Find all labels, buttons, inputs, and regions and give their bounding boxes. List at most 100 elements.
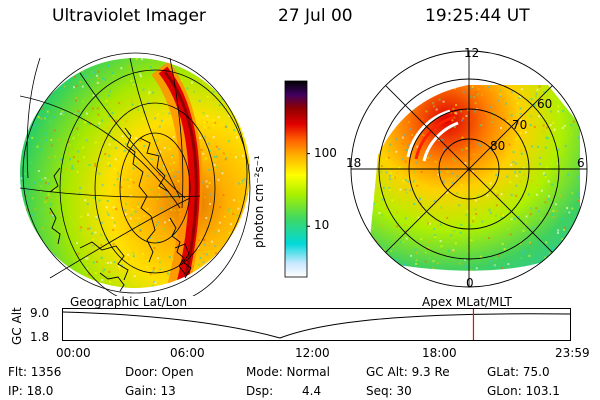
speckle-pixel bbox=[34, 208, 37, 211]
speckle-pixel bbox=[570, 124, 573, 127]
speckle-pixel bbox=[389, 143, 392, 146]
speckle-pixel bbox=[426, 64, 428, 66]
speckle-pixel bbox=[514, 205, 516, 208]
speckle-pixel bbox=[501, 267, 504, 269]
speckle-pixel bbox=[469, 170, 472, 172]
speckle-pixel bbox=[94, 162, 97, 165]
speckle-pixel bbox=[345, 274, 347, 276]
speckle-pixel bbox=[184, 292, 186, 294]
speckle-pixel bbox=[592, 177, 594, 179]
speckle-pixel bbox=[499, 89, 502, 92]
speckle-pixel bbox=[494, 269, 496, 271]
speckle-pixel bbox=[222, 152, 225, 155]
track-x-tick-3: 18:00 bbox=[422, 346, 457, 360]
speckle-pixel bbox=[547, 294, 549, 295]
speckle-pixel bbox=[170, 156, 173, 159]
speckle-pixel bbox=[237, 61, 240, 64]
speckle-pixel bbox=[111, 112, 114, 115]
speckle-pixel bbox=[39, 67, 42, 70]
speckle-pixel bbox=[372, 197, 375, 200]
speckle-pixel bbox=[389, 172, 392, 175]
speckle-pixel bbox=[88, 164, 91, 166]
speckle-pixel bbox=[547, 59, 549, 61]
speckle-pixel bbox=[368, 125, 369, 128]
speckle-pixel bbox=[57, 230, 60, 233]
speckle-pixel bbox=[465, 265, 467, 268]
speckle-pixel bbox=[404, 188, 407, 191]
speckle-pixel bbox=[534, 104, 536, 107]
speckle-pixel bbox=[438, 58, 440, 60]
speckle-pixel bbox=[433, 199, 436, 202]
speckle-pixel bbox=[102, 270, 105, 273]
speckle-pixel bbox=[490, 106, 493, 109]
speckle-pixel bbox=[246, 277, 249, 280]
speckle-pixel bbox=[419, 198, 422, 201]
speckle-pixel bbox=[249, 171, 250, 174]
speckle-pixel bbox=[375, 100, 378, 103]
speckle-pixel bbox=[107, 213, 110, 216]
speckle-pixel bbox=[495, 174, 498, 177]
speckle-pixel bbox=[216, 155, 218, 158]
speckle-pixel bbox=[594, 74, 596, 76]
speckle-pixel bbox=[137, 202, 139, 205]
speckle-pixel bbox=[97, 77, 100, 80]
speckle-pixel bbox=[509, 106, 512, 109]
speckle-pixel bbox=[568, 76, 570, 78]
speckle-pixel bbox=[52, 226, 55, 229]
speckle-pixel bbox=[219, 74, 222, 77]
speckle-pixel bbox=[226, 277, 229, 280]
speckle-pixel bbox=[21, 236, 24, 239]
speckle-pixel bbox=[188, 60, 191, 63]
speckle-pixel bbox=[551, 68, 553, 70]
speckle-pixel bbox=[452, 249, 455, 252]
speckle-pixel bbox=[437, 170, 439, 173]
speckle-pixel bbox=[480, 124, 483, 126]
speckle-pixel bbox=[405, 149, 408, 151]
speckle-pixel bbox=[461, 119, 464, 122]
speckle-pixel bbox=[482, 71, 484, 73]
speckle-pixel bbox=[454, 112, 457, 114]
speckle-pixel bbox=[158, 174, 160, 176]
speckle-pixel bbox=[372, 64, 374, 66]
speckle-pixel bbox=[152, 270, 155, 273]
speckle-pixel bbox=[163, 49, 165, 51]
speckle-pixel bbox=[204, 61, 207, 64]
speckle-pixel bbox=[31, 136, 34, 139]
speckle-pixel bbox=[597, 95, 598, 97]
speckle-pixel bbox=[196, 63, 198, 66]
speckle-pixel bbox=[510, 193, 513, 196]
speckle-pixel bbox=[366, 220, 368, 222]
speckle-pixel bbox=[235, 111, 238, 114]
speckle-pixel bbox=[552, 121, 555, 124]
speckle-pixel bbox=[72, 167, 75, 170]
speckle-pixel bbox=[583, 121, 585, 123]
speckle-pixel bbox=[512, 151, 515, 154]
speckle-pixel bbox=[451, 119, 454, 122]
speckle-pixel bbox=[562, 249, 565, 252]
speckle-pixel bbox=[22, 128, 25, 130]
speckle-pixel bbox=[152, 267, 155, 270]
speckle-pixel bbox=[504, 102, 507, 105]
speckle-pixel bbox=[505, 48, 507, 50]
speckle-pixel bbox=[562, 63, 564, 65]
speckle-pixel bbox=[121, 251, 124, 254]
speckle-pixel bbox=[91, 107, 94, 110]
speckle-pixel bbox=[573, 230, 576, 233]
speckle-pixel bbox=[567, 173, 570, 176]
speckle-pixel bbox=[481, 220, 484, 223]
speckle-pixel bbox=[34, 234, 37, 237]
speckle-pixel bbox=[212, 136, 215, 139]
speckle-pixel bbox=[383, 280, 385, 282]
speckle-pixel bbox=[67, 153, 69, 155]
speckle-pixel bbox=[59, 113, 62, 115]
speckle-pixel bbox=[418, 197, 421, 200]
speckle-pixel bbox=[132, 255, 135, 258]
speckle-pixel bbox=[501, 284, 503, 286]
speckle-pixel bbox=[518, 95, 521, 98]
speckle-pixel bbox=[459, 231, 462, 234]
speckle-pixel bbox=[388, 187, 391, 190]
speckle-pixel bbox=[125, 233, 128, 236]
speckle-pixel bbox=[598, 79, 599, 81]
speckle-pixel bbox=[217, 229, 220, 232]
speckle-pixel bbox=[368, 180, 371, 183]
